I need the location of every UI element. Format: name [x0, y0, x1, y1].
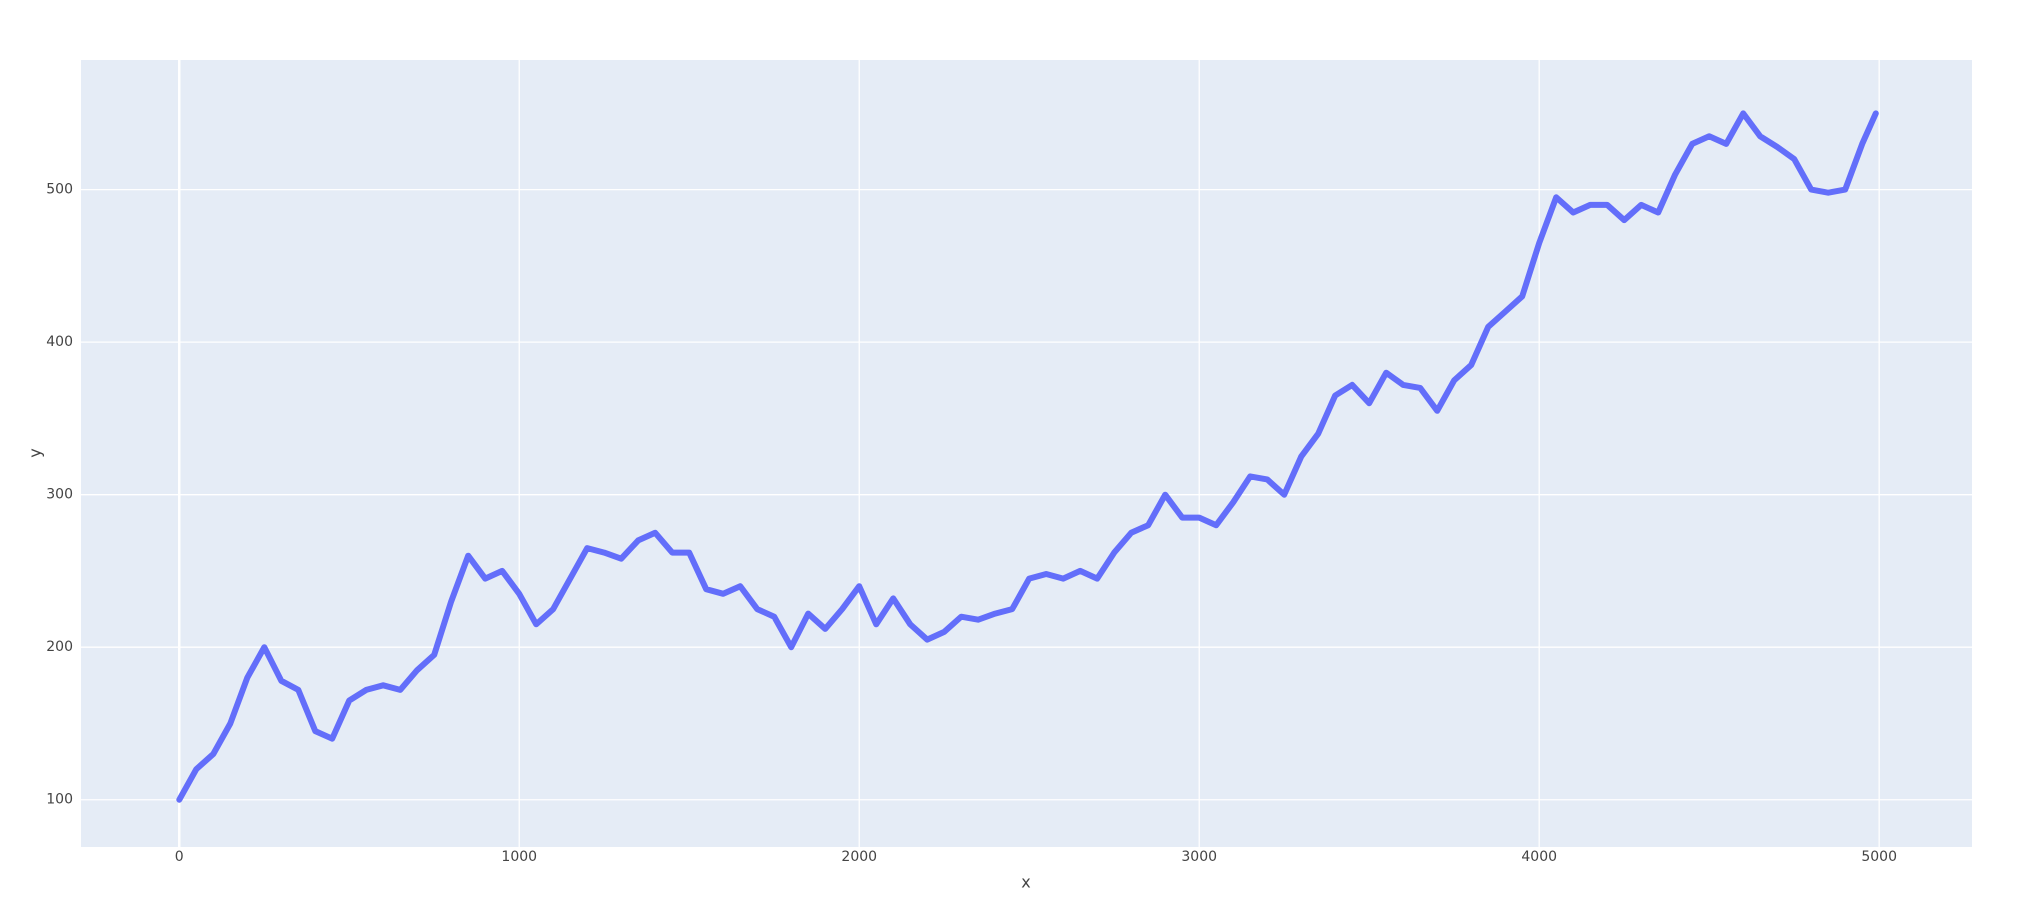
x-tick-label: 0 — [175, 849, 184, 865]
y-axis-title: y — [26, 448, 45, 457]
x-tick-label: 3000 — [1181, 849, 1217, 865]
y-tick-label: 100 — [46, 792, 73, 808]
line — [176, 110, 1879, 803]
y-tick-label: 400 — [46, 334, 73, 350]
x-tick-label: 5000 — [1861, 849, 1897, 865]
x-tick-label: 4000 — [1521, 849, 1557, 865]
y-tick-label: 200 — [46, 639, 73, 655]
x-axis-title: x — [1021, 873, 1030, 892]
x-tick-label: 2000 — [841, 849, 877, 865]
y-tick-label: 300 — [46, 487, 73, 503]
y-tick-label: 500 — [46, 182, 73, 198]
plot-area — [81, 60, 1972, 847]
x-tick-label: 1000 — [501, 849, 537, 865]
